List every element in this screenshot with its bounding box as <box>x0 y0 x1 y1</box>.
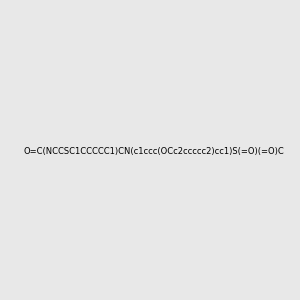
Text: O=C(NCCSC1CCCCC1)CN(c1ccc(OCc2ccccc2)cc1)S(=O)(=O)C: O=C(NCCSC1CCCCC1)CN(c1ccc(OCc2ccccc2)cc1… <box>23 147 284 156</box>
